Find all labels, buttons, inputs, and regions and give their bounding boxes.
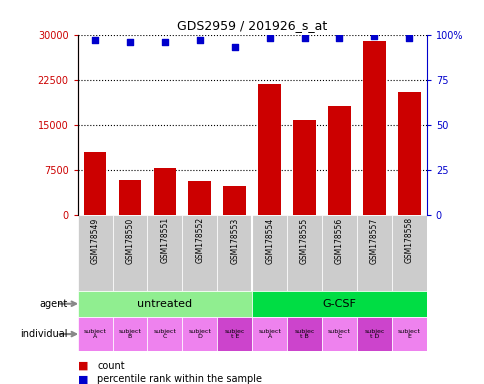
- Text: GSM178551: GSM178551: [160, 217, 169, 263]
- Text: subject
E: subject E: [397, 329, 420, 339]
- Title: GDS2959 / 201926_s_at: GDS2959 / 201926_s_at: [177, 19, 327, 32]
- Bar: [217, 215, 252, 291]
- Point: [405, 35, 412, 41]
- Text: subjec
t D: subjec t D: [363, 329, 384, 339]
- Text: subject
B: subject B: [118, 329, 141, 339]
- Point: [161, 39, 168, 45]
- Text: individual: individual: [20, 329, 68, 339]
- Text: GSM178558: GSM178558: [404, 217, 413, 263]
- Bar: [217, 317, 252, 351]
- Text: subject
A: subject A: [83, 329, 106, 339]
- Text: GSM178557: GSM178557: [369, 217, 378, 263]
- Text: subject
C: subject C: [327, 329, 350, 339]
- Text: G-CSF: G-CSF: [322, 299, 356, 309]
- Text: subjec
t B: subjec t B: [294, 329, 314, 339]
- Text: subjec
t E: subjec t E: [224, 329, 244, 339]
- Bar: [328, 106, 350, 215]
- Text: subject
C: subject C: [153, 329, 176, 339]
- Bar: [77, 291, 252, 317]
- Bar: [391, 317, 426, 351]
- Text: subject
D: subject D: [188, 329, 211, 339]
- Text: ■: ■: [77, 374, 88, 384]
- Text: GSM178554: GSM178554: [265, 217, 273, 263]
- Bar: [84, 152, 106, 215]
- Bar: [252, 317, 287, 351]
- Text: agent: agent: [40, 299, 68, 309]
- Text: ■: ■: [77, 361, 88, 371]
- Text: GSM178552: GSM178552: [195, 217, 204, 263]
- Text: GSM178556: GSM178556: [334, 217, 343, 263]
- Point: [230, 44, 238, 50]
- Bar: [112, 317, 147, 351]
- Bar: [182, 215, 217, 291]
- Bar: [188, 181, 211, 215]
- Text: untreated: untreated: [137, 299, 192, 309]
- Bar: [258, 84, 280, 215]
- Bar: [147, 317, 182, 351]
- Bar: [252, 291, 426, 317]
- Bar: [223, 186, 245, 215]
- Text: percentile rank within the sample: percentile rank within the sample: [97, 374, 261, 384]
- Text: subject
A: subject A: [257, 329, 281, 339]
- Text: GSM178550: GSM178550: [125, 217, 134, 263]
- Point: [126, 39, 134, 45]
- Point: [196, 37, 203, 43]
- Bar: [363, 41, 385, 215]
- Text: GSM178555: GSM178555: [300, 217, 308, 263]
- Point: [91, 37, 99, 43]
- Bar: [356, 317, 391, 351]
- Bar: [182, 317, 217, 351]
- Point: [335, 35, 343, 41]
- Bar: [287, 317, 321, 351]
- Bar: [77, 215, 112, 291]
- Text: GSM178549: GSM178549: [91, 217, 99, 263]
- Text: GSM178553: GSM178553: [230, 217, 239, 263]
- Bar: [293, 120, 315, 215]
- Bar: [147, 215, 182, 291]
- Point: [265, 35, 273, 41]
- Point: [300, 35, 308, 41]
- Text: count: count: [97, 361, 124, 371]
- Point: [370, 33, 378, 40]
- Bar: [321, 317, 356, 351]
- Bar: [321, 215, 356, 291]
- Bar: [287, 215, 321, 291]
- Bar: [153, 167, 176, 215]
- Bar: [252, 215, 287, 291]
- Bar: [356, 215, 391, 291]
- Bar: [77, 317, 112, 351]
- Bar: [112, 215, 147, 291]
- Bar: [397, 92, 420, 215]
- Bar: [391, 215, 426, 291]
- Bar: [119, 180, 141, 215]
